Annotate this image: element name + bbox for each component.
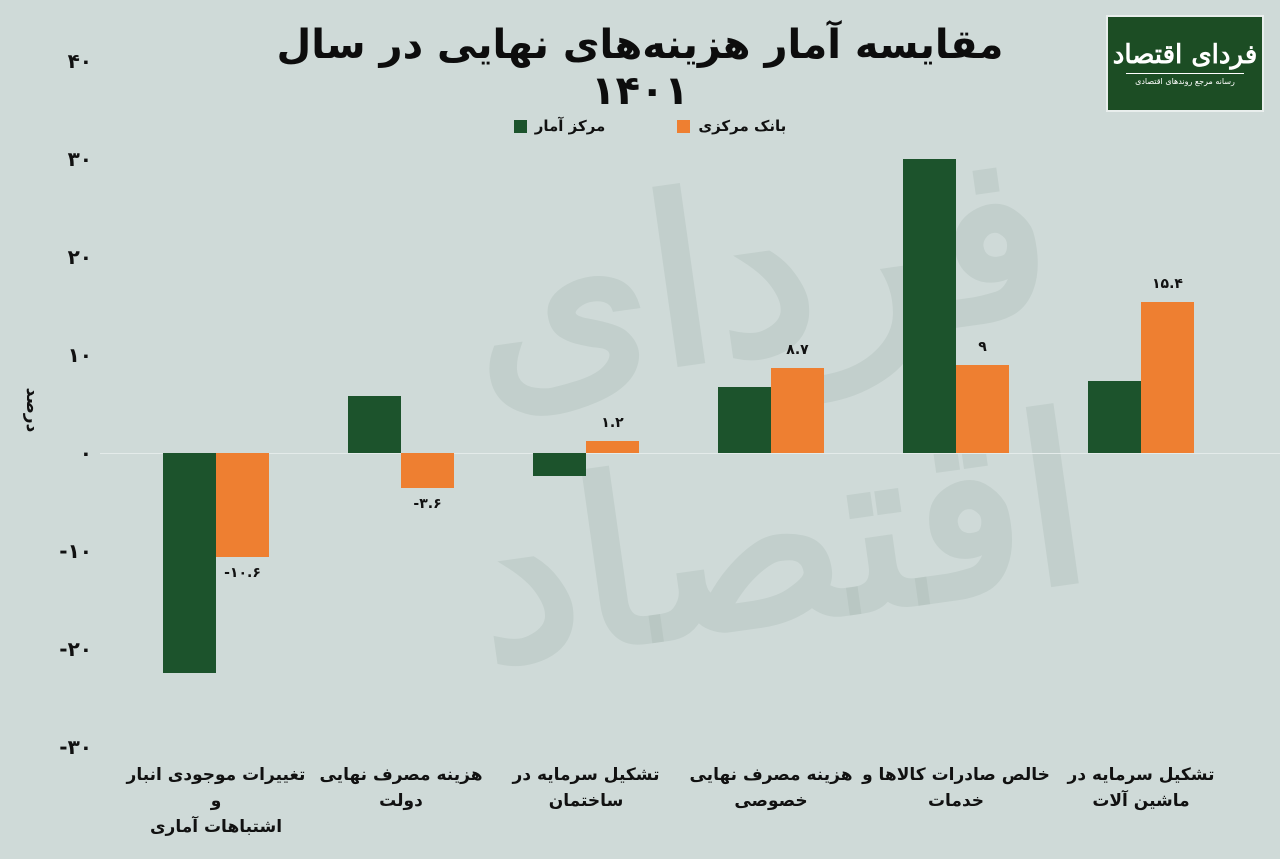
bar-bank-markazi — [1141, 302, 1194, 453]
category-label-line: هزینه مصرف نهایی — [689, 765, 853, 785]
chart-legend: بانک مرکزی مرکز آمار — [500, 114, 800, 138]
bar-markaz-amar — [718, 387, 771, 453]
category-label-line: ساختمان — [548, 791, 624, 811]
legend-label: بانک مرکزی — [698, 117, 787, 135]
logo-name: فردای اقتصاد — [1112, 39, 1258, 70]
bar-bank-markazi — [401, 453, 454, 489]
category-label-line: ماشین آلات — [1092, 791, 1190, 811]
category-label-line: هزینه مصرف نهایی — [319, 765, 483, 785]
category-label: تشکیل سرمایه در ساختمان — [491, 762, 681, 814]
bar-bank-markazi — [216, 453, 269, 557]
legend-swatch-orange-icon — [677, 119, 691, 133]
bar-bank-markazi — [771, 367, 824, 453]
legend-item-markaz-amar: مرکز آمار — [513, 117, 606, 135]
category-label-line: تشکیل سرمایه در — [512, 765, 660, 785]
category-label-line: تشکیل سرمایه در — [1067, 765, 1215, 785]
y-tick: ۴۰ — [67, 49, 92, 73]
category-label: هزینه مصرف نهایی دولت — [306, 762, 496, 814]
data-label: -۱۰.۶ — [224, 564, 261, 581]
legend-item-bank-markazi: بانک مرکزی — [677, 117, 786, 135]
y-tick: -۲۰ — [59, 637, 92, 661]
y-tick: ۳۰ — [67, 147, 92, 171]
category-label: تغییرات موجودی انبار و اشتباهات آماری — [121, 762, 311, 840]
y-tick: -۳۰ — [59, 735, 92, 759]
chart-title: مقایسه آمار هزینه‌های نهایی در سال ۱۴۰۱ — [276, 22, 1005, 114]
category-label: تشکیل سرمایه در ماشین آلات — [1046, 762, 1236, 814]
brand-logo: فردای اقتصاد رسانه مرجع روندهای اقتصادی — [1106, 15, 1264, 112]
bar-markaz-amar — [163, 453, 216, 673]
data-label: ۸.۷ — [786, 341, 809, 358]
bar-bank-markazi — [586, 441, 639, 453]
bar-markaz-amar — [348, 396, 401, 453]
bar-markaz-amar — [533, 453, 586, 476]
y-tick: -۱۰ — [59, 539, 92, 563]
category-label: هزینه مصرف نهایی خصوصی — [676, 762, 866, 814]
legend-label: مرکز آمار — [534, 117, 606, 135]
category-label-line: اشتباهات آماری — [149, 817, 283, 837]
y-tick: ۱۰ — [67, 343, 92, 367]
data-label: ۱.۲ — [601, 415, 624, 432]
category-label-line: خصوصی — [734, 791, 808, 811]
zero-baseline — [100, 453, 1280, 454]
bar-markaz-amar — [1088, 381, 1141, 453]
data-label: ۱۵.۴ — [1152, 276, 1183, 293]
y-tick: ۰ — [79, 441, 92, 465]
category-label-line: خالص صادرات کالاها و — [862, 765, 1050, 785]
legend-swatch-green-icon — [513, 119, 527, 133]
category-label-line: دولت — [379, 791, 423, 811]
y-tick: ۲۰ — [67, 245, 92, 269]
category-label-line: تغییرات موجودی انبار و — [126, 765, 306, 811]
bar-bank-markazi — [956, 364, 1009, 453]
logo-divider — [1126, 73, 1244, 75]
bar-markaz-amar — [903, 159, 956, 453]
category-label-line: خدمات — [927, 791, 985, 811]
data-label: -۳.۶ — [413, 496, 442, 513]
category-label: خالص صادرات کالاها و خدمات — [861, 762, 1051, 814]
logo-tagline: رسانه مرجع روندهای اقتصادی — [1135, 77, 1235, 87]
y-axis-label: درصد — [22, 387, 42, 433]
data-label: ۹ — [978, 338, 987, 355]
